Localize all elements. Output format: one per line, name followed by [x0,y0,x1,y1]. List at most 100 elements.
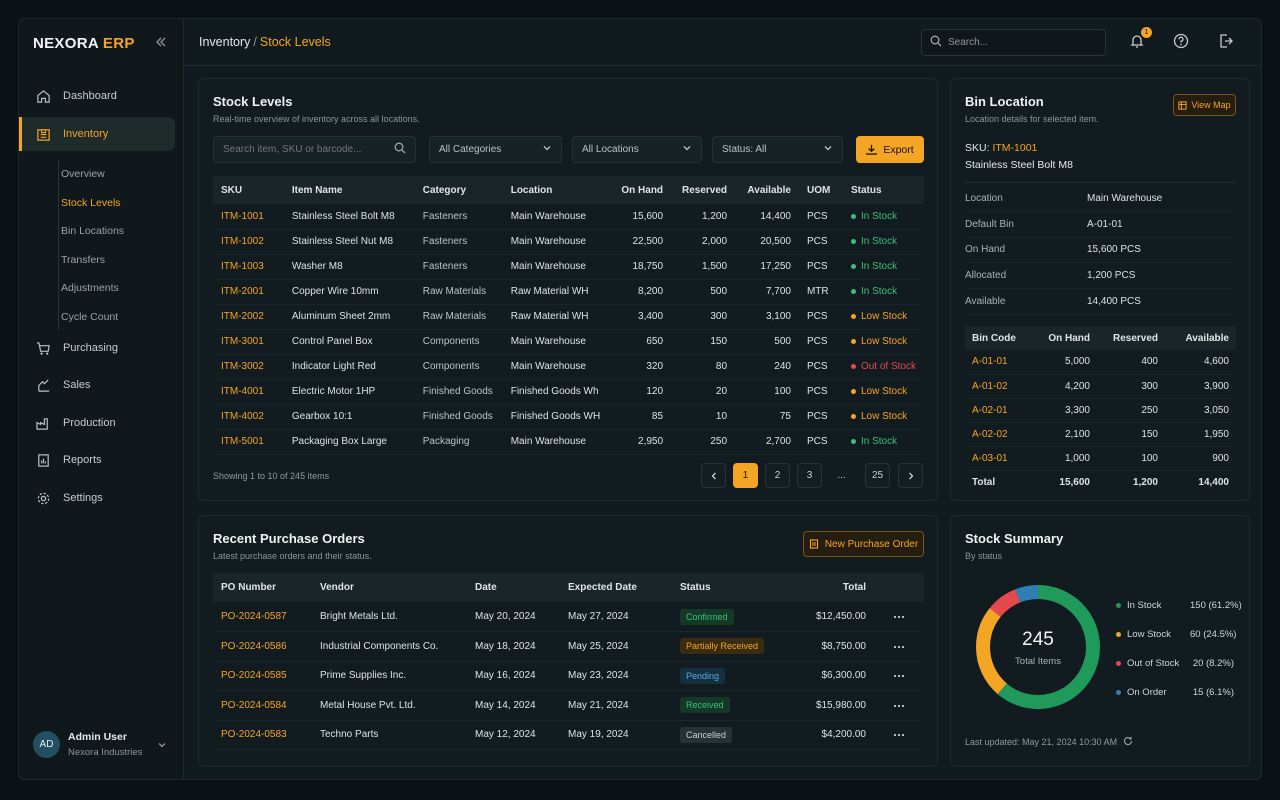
subnav-cycle-count[interactable]: Cycle Count [61,310,119,323]
breadcrumb-inventory[interactable]: Inventory [199,35,251,49]
col-date[interactable]: Date [467,573,560,602]
table-row[interactable]: ITM-2002 Aluminum Sheet 2mm Raw Materials R… [213,304,924,330]
col-po-number[interactable]: PO Number [213,573,312,602]
more-icon[interactable] [893,611,905,622]
status-select[interactable]: Status: All [712,136,843,163]
table-row[interactable]: PO-2024-0584 Metal House Pvt. Ltd. May 14,… [213,690,924,721]
sku-cell[interactable]: ITM-5001 [213,429,284,455]
sku-cell[interactable]: ITM-1002 [213,229,284,255]
table-row[interactable]: ITM-1001 Stainless Steel Bolt M8 Fasteners… [213,204,924,230]
subnav-transfers[interactable]: Transfers [61,253,105,266]
col-available[interactable]: Available [735,176,799,204]
sidebar-item-production[interactable]: Production [19,406,184,440]
table-row[interactable]: A-01-01 5,000 400 4,600 [965,350,1236,375]
next-page-button[interactable] [898,463,923,488]
col-status[interactable]: Status [842,176,924,204]
sku-cell[interactable]: ITM-3002 [213,354,284,380]
item-search-input[interactable] [223,144,388,155]
collapse-sidebar-icon[interactable] [155,36,169,50]
donut-slice-low-stock[interactable] [976,585,1100,709]
sku-cell[interactable]: ITM-3001 [213,329,284,355]
po-number-cell[interactable]: PO-2024-0587 [213,602,312,632]
page-button[interactable]: 2 [765,463,790,488]
table-row[interactable]: ITM-5001 Packaging Box Large Packaging Main… [213,429,924,455]
col-vendor[interactable]: Vendor [312,573,467,602]
sku-cell[interactable]: ITM-1001 [213,204,284,230]
sidebar-item-inventory[interactable]: Inventory [19,117,175,151]
legend-item[interactable]: Out of Stock 20 (8.2%) [1116,658,1236,669]
table-row[interactable]: ITM-3001 Control Panel Box Components Main … [213,329,924,355]
sidebar-item-purchasing[interactable]: Purchasing [19,331,184,365]
po-number-cell[interactable]: PO-2024-0584 [213,690,312,721]
prev-page-button[interactable] [701,463,726,488]
more-icon[interactable] [893,670,905,681]
table-row[interactable]: ITM-3002 Indicator Light Red Components Mai… [213,354,924,380]
page-button[interactable]: 3 [797,463,822,488]
col-expected-date[interactable]: Expected Date [560,573,672,602]
sidebar-item-settings[interactable]: Settings [19,481,184,515]
col-available[interactable]: Available [1165,326,1236,350]
location-select[interactable]: All Locations [572,136,702,163]
col-reserved[interactable]: Reserved [671,176,736,204]
logout-button[interactable] [1217,33,1235,51]
item-search-field[interactable] [213,136,416,163]
table-row[interactable]: ITM-1003 Washer M8 Fasteners Main Warehouse… [213,254,924,280]
sku-cell[interactable]: ITM-4001 [213,379,284,405]
more-icon[interactable] [893,641,905,652]
po-number-cell[interactable]: PO-2024-0586 [213,631,312,662]
sku-cell[interactable]: ITM-4002 [213,404,284,430]
subnav-stock-levels[interactable]: Stock Levels [61,196,121,209]
view-map-button[interactable]: View Map [1173,94,1236,116]
sidebar-item-dashboard[interactable]: Dashboard [19,79,184,113]
new-purchase-order-button[interactable]: New Purchase Order [803,531,924,557]
subnav-adjustments[interactable]: Adjustments [61,282,119,295]
page-button[interactable]: 25 [865,463,890,488]
more-icon[interactable] [893,700,905,711]
bin-code-cell[interactable]: A-01-02 [965,374,1035,399]
global-search[interactable] [921,29,1106,56]
bin-code-cell[interactable]: A-03-01 [965,446,1035,471]
more-icon[interactable] [893,729,905,740]
po-number-cell[interactable]: PO-2024-0585 [213,661,312,691]
help-button[interactable] [1172,33,1190,51]
col-total[interactable]: Total [777,573,874,602]
table-row[interactable]: ITM-4002 Gearbox 10:1 Finished Goods Finish… [213,404,924,430]
table-row[interactable]: A-01-02 4,200 300 3,900 [965,374,1236,399]
search-input[interactable] [948,37,1098,48]
page-button[interactable]: 1 [733,463,758,488]
col-uom[interactable]: UOM [798,176,843,204]
donut-slice-on-order[interactable] [976,585,1100,709]
sidebar-item-sales[interactable]: Sales [19,368,184,402]
notification-button[interactable]: 1 [1128,27,1152,51]
user-profile[interactable]: AD Admin User Nexora Industries [33,731,166,758]
subnav-overview[interactable]: Overview [61,168,105,181]
table-row[interactable]: A-02-02 2,100 150 1,950 [965,422,1236,447]
table-row[interactable]: ITM-4001 Electric Motor 1HP Finished Goods… [213,379,924,405]
chevron-down-icon[interactable] [157,739,167,753]
col-item-name[interactable]: Item Name [283,176,415,204]
table-row[interactable]: PO-2024-0587 Bright Metals Ltd. May 20, 20… [213,602,924,632]
table-row[interactable]: A-02-01 3,300 250 3,050 [965,398,1236,423]
bin-code-cell[interactable]: A-02-02 [965,422,1035,447]
col-on-hand[interactable]: On Hand [608,176,672,204]
col-sku[interactable]: SKU [213,176,284,204]
bin-code-cell[interactable]: A-01-01 [965,350,1035,375]
col-on-hand[interactable]: On Hand [1035,326,1097,350]
sku-cell[interactable]: ITM-1003 [213,254,284,280]
col-status[interactable]: Status [672,573,777,602]
refresh-icon[interactable] [1123,736,1133,748]
export-button[interactable]: Export [856,136,924,163]
subnav-bin-locations[interactable]: Bin Locations [61,225,125,238]
col-reserved[interactable]: Reserved [1097,326,1165,350]
bin-code-cell[interactable]: A-02-01 [965,398,1035,423]
table-row[interactable]: PO-2024-0586 Industrial Components Co. May… [213,631,924,662]
app-logo[interactable]: NEXORA ERP [33,35,135,52]
col-category[interactable]: Category [414,176,503,204]
legend-item[interactable]: Low Stock 60 (24.5%) [1116,629,1236,640]
legend-item[interactable]: In Stock 150 (61.2%) [1116,600,1242,611]
table-row[interactable]: A-03-01 1,000 100 900 [965,446,1236,471]
sidebar-item-reports[interactable]: Reports [19,443,184,477]
col-location[interactable]: Location [502,176,609,204]
category-select[interactable]: All Categories [429,136,562,163]
sku-cell[interactable]: ITM-2001 [213,279,284,305]
